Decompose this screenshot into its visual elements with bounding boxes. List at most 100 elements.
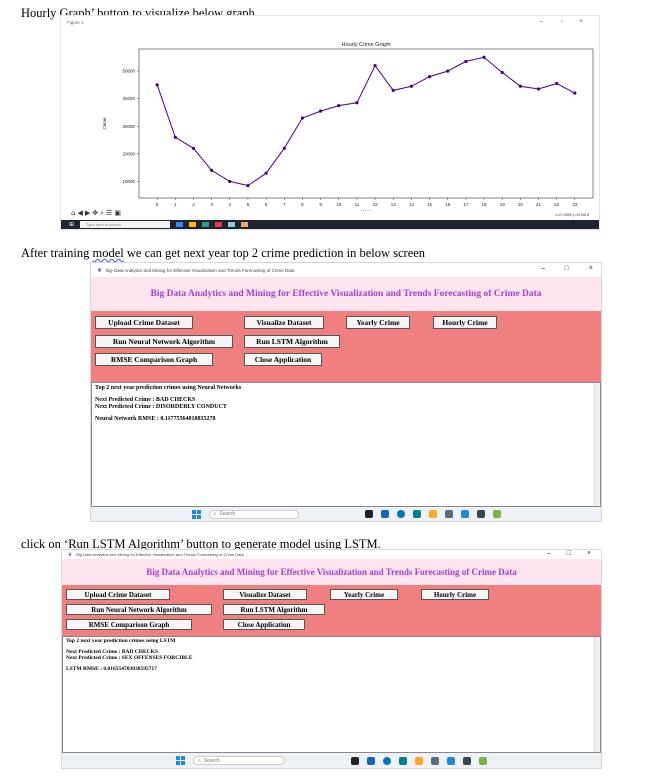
x-tick-label: 7: [283, 202, 286, 207]
visualize-dataset-button[interactable]: Visualize Dataset: [223, 589, 307, 600]
data-point: [155, 83, 159, 87]
taskbar-app-icon[interactable]: [241, 222, 249, 227]
taskbar-app-icon[interactable]: [380, 510, 389, 518]
button-panel: Upload Crime Dataset Visualize Dataset Y…: [62, 585, 601, 636]
close-window-button[interactable]: ×: [586, 550, 591, 557]
x-tick-label: 2: [192, 202, 195, 207]
maximize-button[interactable]: □: [566, 550, 571, 557]
taskbar-app-icon[interactable]: [202, 222, 210, 227]
close-application-button[interactable]: Close Application: [223, 619, 305, 630]
close-window-button[interactable]: ×: [588, 265, 593, 272]
minimize-button[interactable]: –: [541, 265, 545, 272]
pan-icon[interactable]: ✥: [92, 209, 99, 217]
run-lstm-button[interactable]: Run LSTM Algorithm: [244, 335, 340, 348]
taskbar-app-icon[interactable]: [364, 510, 373, 518]
rmse-comparison-button[interactable]: RMSE Comparison Graph: [66, 619, 192, 630]
save-icon[interactable]: ▣: [114, 209, 121, 217]
data-point: [409, 84, 413, 88]
taskbar-app-icon[interactable]: [431, 756, 439, 765]
y-axis-label: Crime: [102, 117, 107, 129]
windows-start-icon[interactable]: ⊞: [69, 220, 75, 228]
zoom-icon[interactable]: ⌕: [100, 209, 105, 217]
data-point: [264, 171, 268, 175]
data-point: [319, 109, 323, 113]
forward-arrow-icon[interactable]: ▶: [84, 209, 91, 217]
configure-icon[interactable]: ☰: [106, 209, 113, 217]
caption-spellcheck-word: model: [92, 246, 124, 260]
taskbar-app-icon[interactable]: [492, 510, 501, 518]
taskbar-app-icon[interactable]: [479, 756, 487, 765]
close-application-button[interactable]: Close Application: [244, 353, 322, 366]
caption-nn-prediction: After training model we can get next yea…: [21, 246, 425, 261]
yearly-crime-button[interactable]: Yearly Crime: [330, 589, 398, 600]
taskbar-app-icon[interactable]: [412, 510, 421, 518]
run-neural-network-button[interactable]: Run Neural Network Algorithm: [95, 335, 233, 348]
taskbar-search-box[interactable]: ⌕ Search: [208, 509, 299, 519]
data-point: [391, 88, 395, 92]
folder-icon[interactable]: [415, 756, 423, 765]
taskbar-search-box[interactable]: ⌕ Search: [193, 756, 285, 765]
output-scrollbar[interactable]: [594, 637, 600, 752]
taskbar-app-icon[interactable]: [351, 756, 359, 765]
app-window-title: Big Data Analytics and Mining for Effect…: [106, 267, 295, 273]
data-point: [446, 69, 450, 73]
windows-start-icon[interactable]: [176, 756, 185, 765]
caption-lstm: click on ‘Run LSTM Algorithm’ button to …: [21, 537, 381, 551]
output-text-area[interactable]: Top 2 next year prediction crimes using …: [91, 382, 601, 507]
data-point: [337, 103, 341, 108]
yearly-crime-button[interactable]: Yearly Crime: [346, 316, 410, 329]
taskbar-app-icon[interactable]: [228, 222, 236, 227]
folder-icon[interactable]: [428, 510, 437, 518]
upload-dataset-button[interactable]: Upload Crime Dataset: [66, 589, 170, 600]
hourly-crime-button[interactable]: Hourly Crime: [433, 316, 497, 329]
data-point: [427, 74, 432, 79]
figure-title: Figure 1: [67, 19, 84, 25]
chart-title: Hourly Crime Graph: [342, 42, 391, 48]
windows-start-icon[interactable]: [191, 509, 201, 519]
taskbar-app-icon[interactable]: [460, 510, 469, 518]
home-icon[interactable]: ⌂: [71, 209, 76, 217]
edge-browser-icon[interactable]: [396, 510, 405, 518]
figure-minimize-button[interactable]: –: [539, 19, 543, 25]
terminal-icon[interactable]: [463, 756, 471, 765]
y-tick-label: 40000: [122, 96, 135, 101]
back-arrow-icon[interactable]: ◀: [77, 209, 83, 217]
terminal-icon[interactable]: [476, 510, 485, 518]
data-point: [482, 55, 486, 59]
taskbar-app-icon[interactable]: [189, 222, 197, 227]
taskbar-app-icon[interactable]: [215, 222, 223, 227]
x-tick-label: 14: [409, 202, 415, 207]
taskbar-app-icon[interactable]: [176, 222, 184, 227]
output-text-area[interactable]: Top 2 next year prediction crimes using …: [62, 636, 601, 753]
data-point: [555, 81, 559, 86]
search-icon: ⌕: [213, 511, 217, 517]
minimize-button[interactable]: –: [547, 550, 551, 557]
hourly-crime-button[interactable]: Hourly Crime: [421, 589, 489, 600]
output-prediction-1: Next Predicted Crime : BAD CHECKS: [66, 649, 159, 655]
maximize-button[interactable]: □: [564, 265, 569, 272]
run-neural-network-button[interactable]: Run Neural Network Algorithm: [66, 604, 212, 615]
taskbar-app-icon[interactable]: [399, 756, 407, 765]
figure-maximize-button[interactable]: ▫: [560, 19, 563, 25]
upload-dataset-button[interactable]: Upload Crime Dataset: [95, 316, 193, 329]
feather-icon: ❦: [68, 551, 73, 558]
taskbar-search-input[interactable]: Type here to search: [80, 221, 171, 228]
visualize-dataset-button[interactable]: Visualize Dataset: [244, 316, 324, 329]
rmse-comparison-button[interactable]: RMSE Comparison Graph: [95, 353, 213, 366]
figure-close-button[interactable]: ×: [579, 19, 583, 25]
app-header-title: Big Data Analytics and Mining for Effect…: [150, 289, 542, 299]
figure-taskbar: ⊞ Type here to search: [61, 220, 599, 229]
data-point: [173, 135, 177, 139]
data-point: [373, 63, 377, 68]
run-lstm-button[interactable]: Run LSTM Algorithm: [223, 604, 325, 615]
data-point: [191, 146, 196, 150]
button-panel: Upload Crime Dataset Visualize Dataset Y…: [91, 311, 601, 382]
output-scrollbar[interactable]: [594, 383, 600, 506]
taskbar-app-icon[interactable]: [444, 510, 453, 518]
app-titlebar: ❦ Big Data Analytics and Mining for Effe…: [62, 550, 601, 559]
taskbar-app-icon[interactable]: [447, 756, 455, 765]
edge-browser-icon[interactable]: [383, 756, 391, 765]
app-window-neural-network: ❦ Big Data Analytics and Mining for Effe…: [90, 262, 602, 522]
windows-taskbar: ⌕ Search: [91, 507, 601, 521]
taskbar-app-icon[interactable]: [367, 756, 375, 765]
